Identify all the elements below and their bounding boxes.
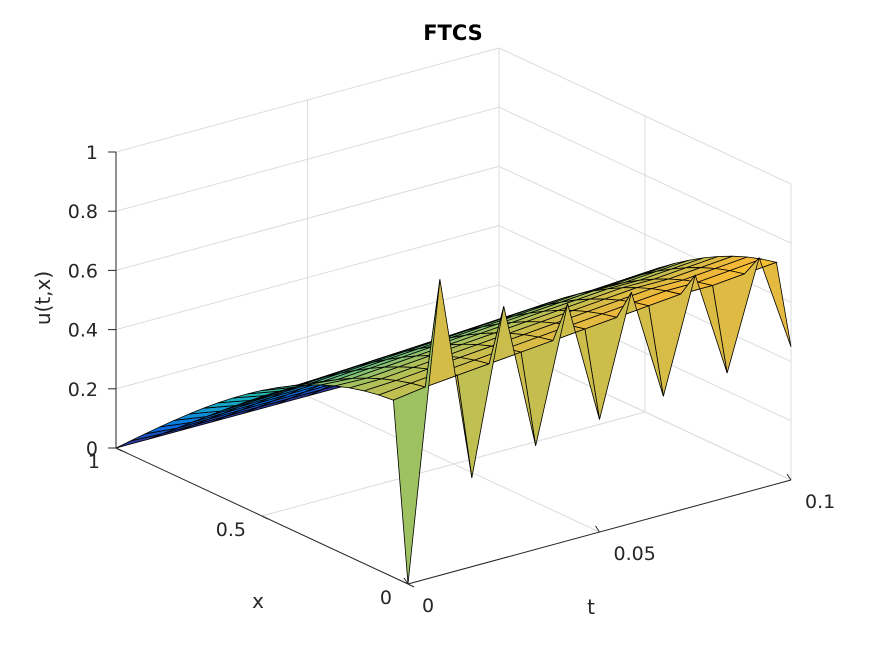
x-tick-mark: [407, 583, 415, 588]
x-tick-mark: [261, 515, 269, 520]
z-tick-label: 0.6: [68, 260, 98, 282]
z-tick-label: 0.2: [68, 379, 98, 401]
x-tick-label: 0: [380, 587, 392, 609]
t-axis-label: t: [587, 595, 595, 619]
z-tick-label: 0.4: [68, 320, 98, 342]
t-tick-mark: [403, 577, 409, 585]
x-tick-mark: [115, 447, 123, 452]
x-axis-label: x: [252, 589, 264, 613]
t-tick-label: 0.1: [805, 491, 835, 513]
t-tick-mark: [786, 473, 792, 481]
surface-plot: [115, 255, 792, 585]
grid-line: [307, 395, 600, 533]
z-axis-label: u(t,x): [31, 271, 55, 325]
x-tick-label: 0.5: [216, 519, 246, 541]
t-tick-mark: [595, 525, 600, 533]
chart-title: FTCS: [423, 21, 483, 45]
z-tick-label: 1: [86, 142, 98, 164]
t-tick-label: 0.05: [614, 543, 656, 565]
z-tick-label: 0.8: [68, 201, 98, 223]
surface-patch: [115, 433, 163, 449]
surface-patch: [392, 279, 441, 585]
grid-lines: [115, 47, 792, 585]
z-tick-label: 0: [86, 438, 98, 460]
x-tick-label: 1: [88, 451, 100, 473]
t-tick-label: 0: [422, 595, 434, 617]
